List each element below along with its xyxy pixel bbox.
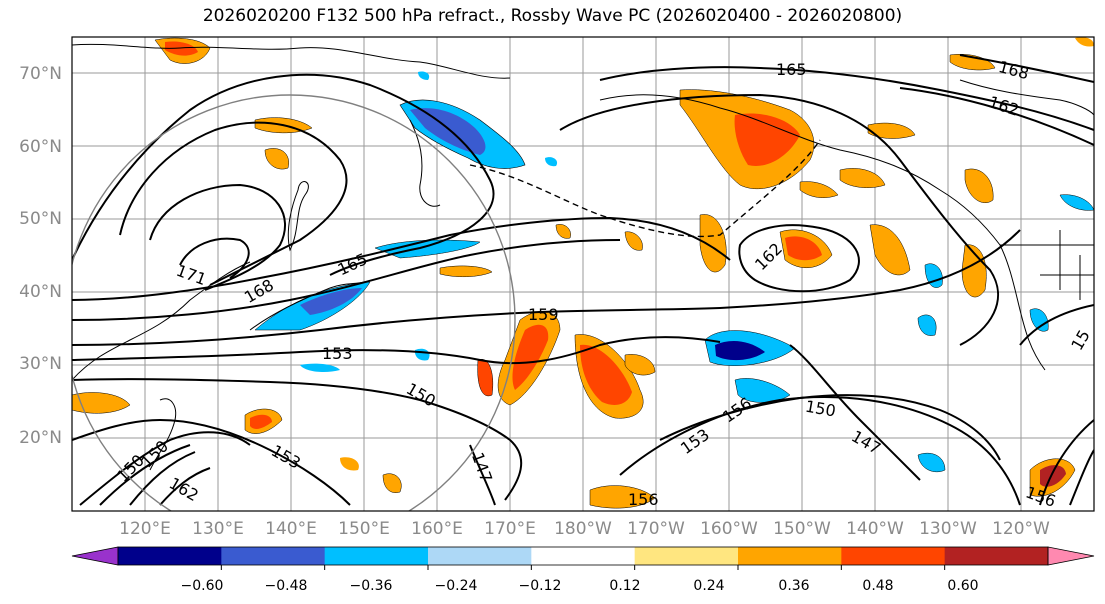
colorbar-tick-label: 0.36: [778, 578, 809, 594]
colorbar-segment: [944, 547, 1049, 565]
colorbar-arrow-left: [71, 546, 119, 566]
lon-label: 160°E: [411, 519, 463, 539]
colorbar-arrow-right: [1047, 546, 1095, 566]
lon-label: 180°W: [554, 519, 612, 539]
contour-label: 147: [468, 450, 496, 485]
contour-label: 165: [776, 60, 807, 79]
anomaly-shading: [72, 37, 1094, 509]
lon-label: 170°E: [484, 519, 536, 539]
contour-label: 171: [174, 261, 209, 289]
colorbar-tick-labels: −0.60 −0.48 −0.36 −0.24 −0.12 0.12 0.24 …: [181, 578, 979, 594]
lon-label: 150°W: [773, 519, 831, 539]
map-frame: [71, 36, 1095, 512]
contour-label: 162: [166, 473, 202, 505]
dashed-boundary: [469, 139, 821, 238]
colorbar-tick-label: 0.48: [862, 578, 893, 594]
lon-label: 160°W: [700, 519, 758, 539]
contour-label: 162: [986, 92, 1021, 120]
contour-label: 153: [268, 441, 304, 473]
colorbar-tick-label: −0.24: [435, 578, 478, 594]
lat-label: 30°N: [19, 354, 62, 374]
contour-label: 153: [322, 344, 353, 363]
colorbar-segment: [221, 547, 326, 565]
coastlines: [72, 43, 1094, 471]
latitude-labels: 70°N 60°N 50°N 40°N 30°N 20°N: [19, 64, 62, 448]
contour-label: 162: [751, 239, 786, 274]
lon-label: 120°E: [119, 519, 171, 539]
contour-label: 168: [997, 57, 1031, 83]
lon-label: 140°E: [265, 519, 317, 539]
lon-label: 120°W: [992, 519, 1050, 539]
lon-label: 130°E: [192, 519, 244, 539]
contour-label: 147: [848, 426, 884, 458]
colorbar-outline: [117, 546, 1049, 566]
colorbar-segment: [324, 547, 429, 565]
colorbar-segment: [634, 547, 739, 565]
contour-label: 15: [1067, 327, 1094, 354]
lat-label: 40°N: [19, 282, 62, 302]
lat-label: 60°N: [19, 137, 62, 157]
colorbar-tick-label: 0.24: [693, 578, 724, 594]
lon-label: 130°W: [919, 519, 977, 539]
colorbar-segment: [118, 547, 222, 565]
contour-label: 156: [628, 490, 659, 509]
map-title: 2026020200 F132 500 hPa refract., Rossby…: [202, 6, 903, 26]
colorbar-tick-label: −0.48: [265, 578, 308, 594]
contour-label: 159: [528, 305, 559, 324]
lat-label: 70°N: [19, 64, 62, 84]
colorbar-tick-label: −0.36: [350, 578, 393, 594]
colorbar-segment: [841, 547, 946, 565]
colorbar-segment: [531, 547, 636, 565]
geopotential-contours: [72, 54, 1094, 506]
lon-label: 140°W: [846, 519, 904, 539]
contour-label: 150: [804, 397, 837, 421]
contour-label: 150: [403, 379, 439, 411]
colorbar-tick-label: −0.60: [181, 578, 224, 594]
lon-label: 170°W: [627, 519, 685, 539]
lat-label: 20°N: [19, 428, 62, 448]
colorbar-segment: [428, 547, 532, 565]
lat-label: 50°N: [19, 209, 62, 229]
contour-label: 165: [335, 249, 371, 279]
colorbar-segment: [738, 547, 842, 565]
colorbar-tick-label: 0.12: [609, 578, 640, 594]
colorbar-tick-label: −0.12: [519, 578, 562, 594]
lon-label: 150°E: [338, 519, 390, 539]
rossby-wave-circle: [72, 94, 516, 511]
colorbar: [71, 546, 1095, 570]
longitude-labels: 120°E 130°E 140°E 150°E 160°E 170°E 180°…: [119, 519, 1050, 539]
colorbar-tick-label: 0.60: [947, 578, 978, 594]
